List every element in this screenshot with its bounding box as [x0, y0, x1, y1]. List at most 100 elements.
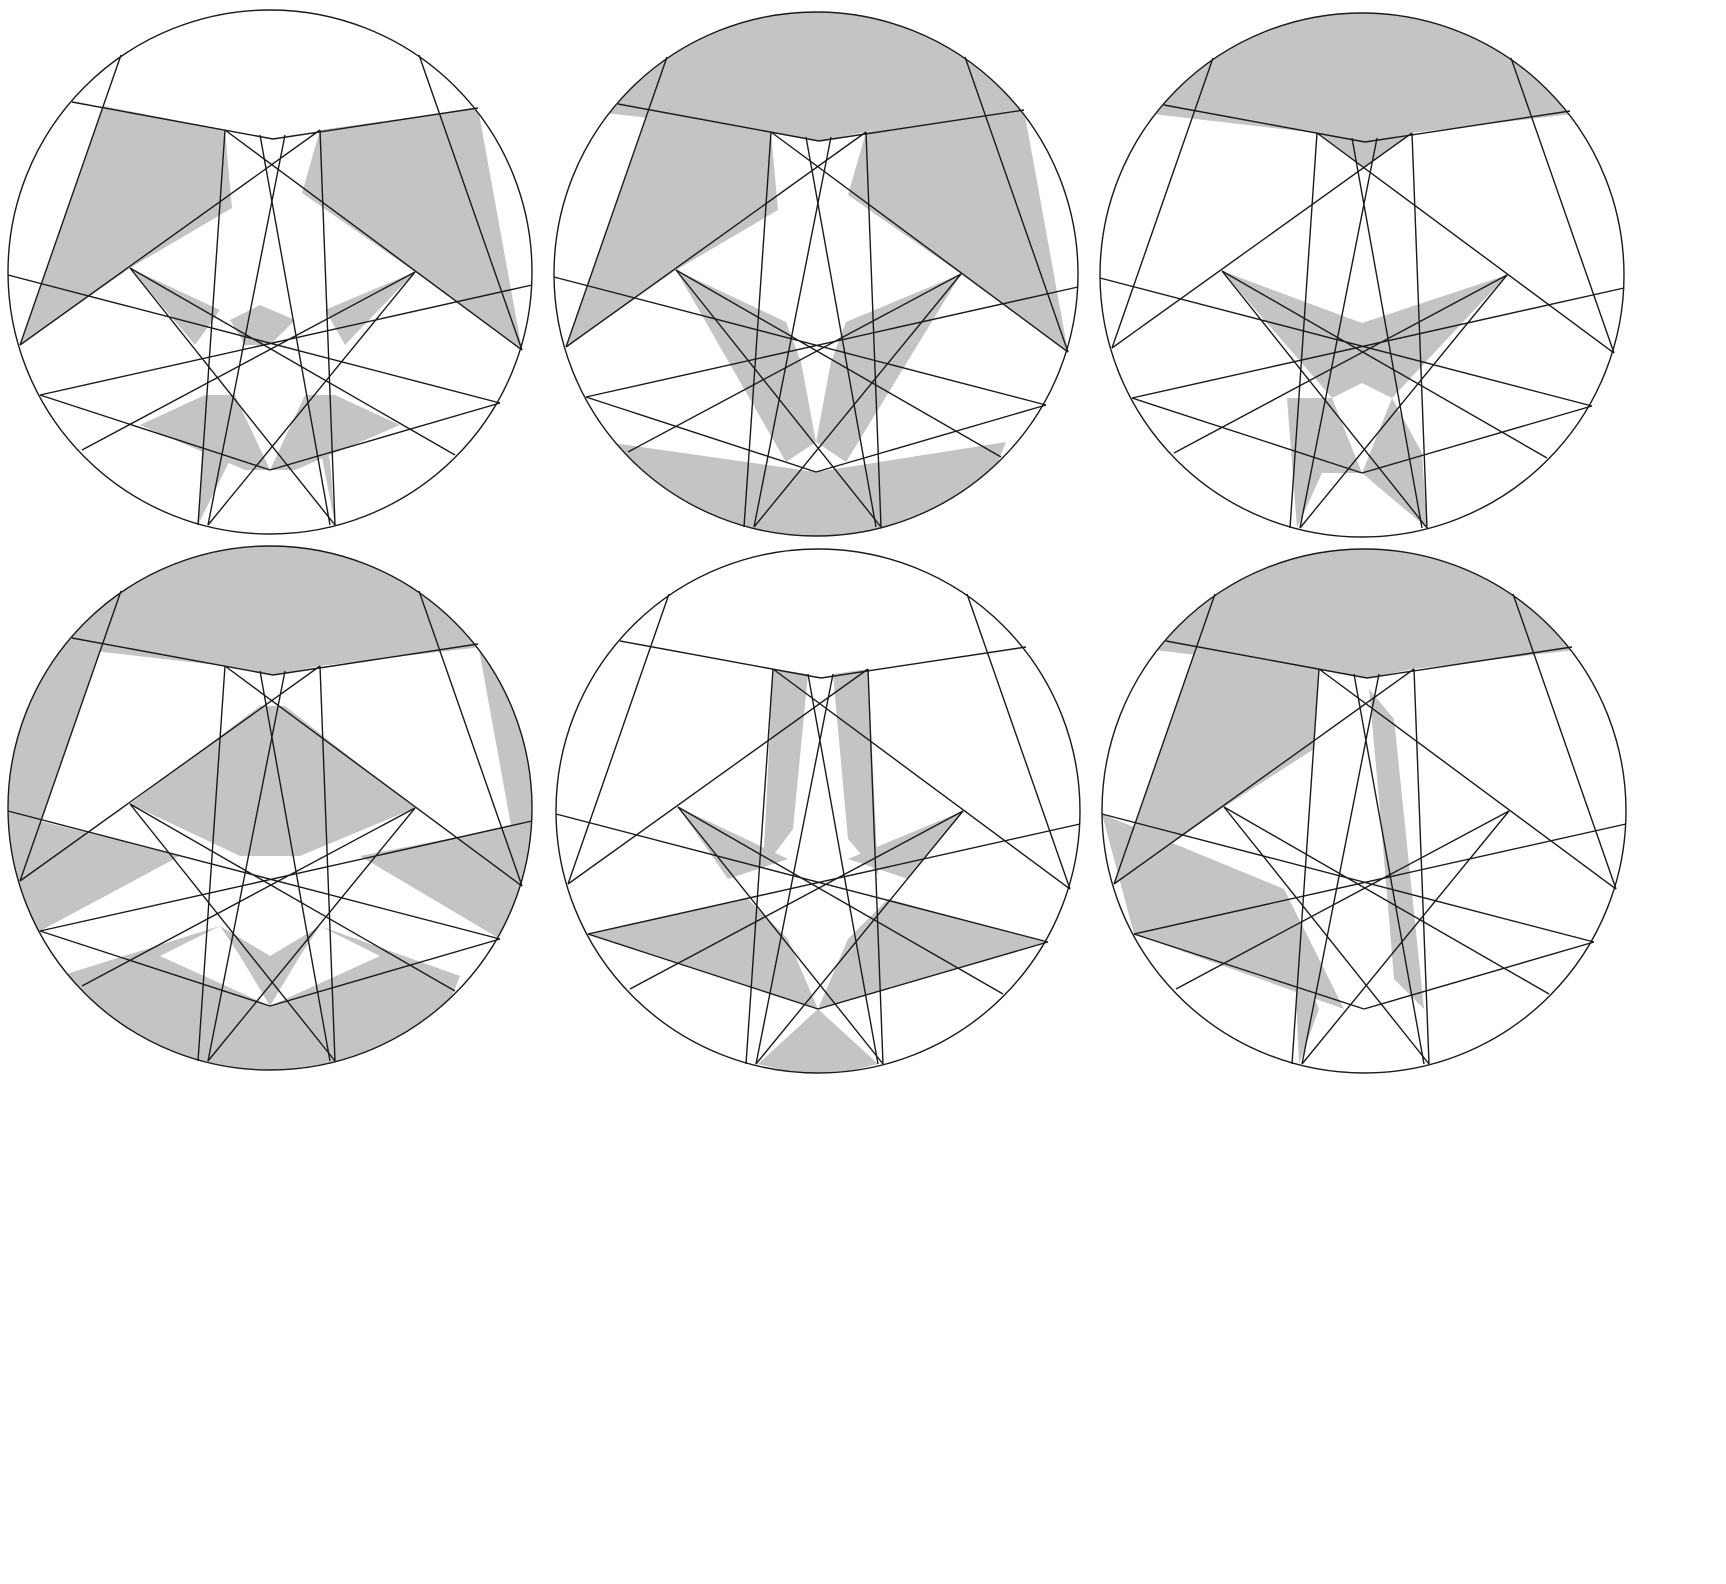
- diagram-line: [207, 134, 286, 526]
- shaded-region: [1114, 645, 1319, 884]
- diagram-line: [567, 593, 670, 885]
- shaded-region: [1102, 549, 1626, 678]
- diagram-line: [129, 803, 456, 992]
- diagram-line: [1316, 132, 1615, 354]
- diagram-line: [1131, 287, 1625, 399]
- diagram-line: [770, 131, 1069, 353]
- shaded-region: [1222, 271, 1507, 398]
- diagram-line: [19, 665, 321, 882]
- shaded-region: [1102, 814, 1344, 1009]
- diagram-line: [319, 665, 336, 1062]
- shaded-region: [270, 395, 400, 470]
- shaded-region: [302, 108, 522, 350]
- diagram-line: [224, 129, 523, 351]
- shaded-region: [160, 926, 270, 1006]
- diagram-line: [567, 668, 869, 885]
- diagram-line: [1299, 137, 1378, 529]
- diagram-line: [418, 54, 523, 351]
- circle-outline: [7, 9, 533, 535]
- diagram-line: [1413, 668, 1430, 1065]
- diagram-line: [81, 271, 416, 451]
- diagram-line: [627, 273, 962, 453]
- circle-outline: [553, 11, 1079, 537]
- diagram-line: [39, 394, 271, 471]
- diagram-line: [1131, 397, 1363, 474]
- diagram-line: [1223, 806, 1550, 995]
- panel-top-middle: [553, 11, 1079, 537]
- diagram-line: [1163, 104, 1366, 143]
- diagram-line: [1111, 132, 1413, 349]
- diagram-line: [207, 271, 416, 526]
- shaded-region: [325, 272, 415, 345]
- diagram-line: [71, 101, 274, 140]
- diagram-line: [39, 820, 533, 932]
- diagram-line: [1366, 646, 1573, 679]
- circle-outline: [1101, 548, 1627, 1074]
- shaded-region: [270, 926, 380, 1006]
- diagram-line: [755, 673, 834, 1065]
- diagram-line: [269, 402, 501, 471]
- panel-bottom-right: [1101, 548, 1627, 1074]
- shaded-region: [230, 305, 295, 345]
- panel-bottom-middle: [555, 548, 1081, 1074]
- diagram-line: [675, 269, 1002, 458]
- diagram-line: [19, 129, 321, 346]
- diagram-line: [1318, 668, 1617, 890]
- diagram-line: [129, 267, 456, 456]
- diagram-line: [1165, 640, 1368, 679]
- diagram-line: [272, 643, 479, 676]
- diagram-line: [319, 129, 336, 526]
- diagram-line: [129, 803, 336, 1062]
- diagram-line: [1363, 941, 1595, 1010]
- shaded-region: [198, 395, 230, 525]
- circle-outline: [7, 545, 533, 1071]
- diagram-line: [677, 806, 884, 1065]
- diagram-line: [1223, 806, 1430, 1065]
- shaded-region: [1317, 133, 1412, 168]
- diagram-line: [1301, 673, 1380, 1065]
- diagram-line: [1411, 132, 1428, 529]
- shaded-region: [566, 108, 778, 347]
- diagram-line: [820, 646, 1027, 679]
- shaded-region: [816, 274, 961, 462]
- diagram-line: [966, 593, 1071, 890]
- shaded-region: [758, 1009, 878, 1073]
- diagram-line: [587, 933, 819, 1010]
- shaded-region: [310, 395, 335, 525]
- circle-outline: [1099, 12, 1625, 538]
- diagram-line: [1175, 810, 1510, 990]
- diagram-line: [675, 269, 882, 528]
- diagram-line: [1173, 274, 1508, 454]
- shaded-region: [763, 669, 808, 869]
- diagram-line: [1221, 270, 1548, 459]
- diagram-line: [1301, 810, 1510, 1065]
- diagram-line: [585, 286, 1079, 398]
- diagram-line: [1113, 668, 1415, 885]
- diagram-line: [772, 668, 1071, 890]
- diagram-line: [629, 810, 964, 990]
- shaded-region: [360, 821, 532, 939]
- shaded-region: [130, 268, 220, 345]
- diagram-line: [224, 665, 523, 887]
- diagram-line: [81, 807, 416, 987]
- shaded-region: [606, 442, 1006, 536]
- diagram-line: [1361, 405, 1593, 474]
- shaded-region: [1100, 13, 1624, 142]
- diagram-line: [272, 107, 479, 140]
- diagram-line: [1113, 593, 1216, 885]
- shaded-region: [130, 706, 415, 856]
- diagram-line: [1133, 933, 1365, 1010]
- diagram-line: [1510, 57, 1615, 354]
- shaded-region: [1369, 689, 1424, 1009]
- diagram-line: [565, 56, 668, 348]
- shaded-region: [20, 106, 232, 345]
- diagram-line: [753, 136, 832, 528]
- diagram-line: [129, 267, 336, 526]
- diagram-line: [815, 404, 1047, 473]
- shaded-region: [8, 811, 180, 931]
- diagram-line: [964, 56, 1069, 353]
- diagram-line: [818, 109, 1025, 142]
- diagram-line: [587, 823, 1081, 935]
- shaded-region: [588, 899, 818, 1009]
